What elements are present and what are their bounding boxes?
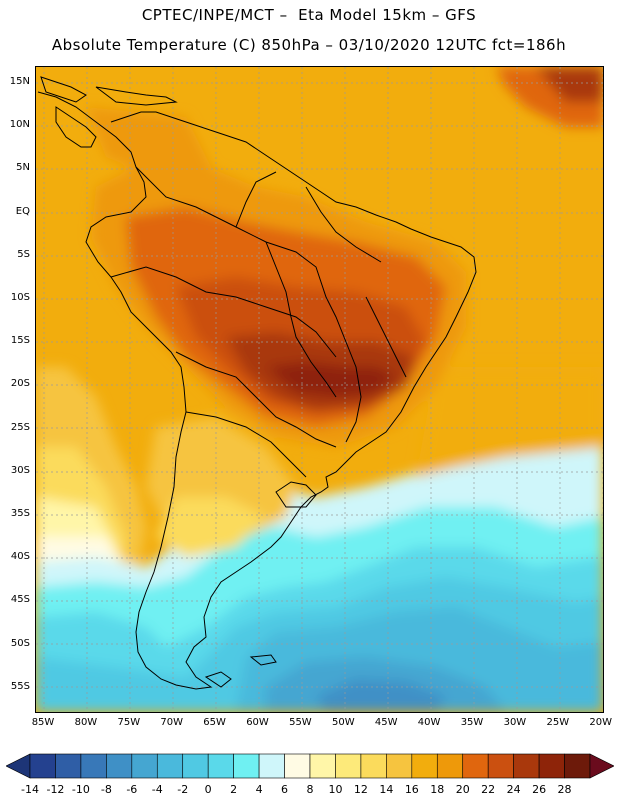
colorbar-tick-label: -10 [71,783,90,796]
colorbar-swatch [207,753,234,779]
lon-label: 70W [160,717,183,728]
colorbar-swatch [386,753,413,779]
lat-label: 35S [10,508,30,519]
colorbar-tick-label: -8 [100,783,112,796]
colorbar-tick-label: 24 [506,783,521,796]
lon-label: 80W [74,717,98,728]
lat-label: 45S [10,594,30,606]
lon-label: 75W [117,717,141,728]
colorbar-swatch [284,753,311,779]
colorbar-tick-label: -14 [21,783,39,796]
colorbar-tick-label: 22 [481,783,496,796]
colorbar-swatch [360,753,387,779]
lon-label: 50W [331,717,355,728]
lon-label: 60W [246,717,269,728]
colorbar-arrow-low [6,753,31,779]
colorbar-swatch [436,753,464,779]
colorbar-swatch [182,753,209,779]
colorbar-tick-label: 18 [430,783,445,796]
colorbar-swatch [513,753,540,779]
colorbar-tick-label: -2 [177,783,189,796]
colorbar-swatch [462,753,489,779]
lat-label: 30S [10,464,30,476]
coastlines [37,76,477,690]
lat-label: 25S [10,421,30,433]
colorbar-tick-label: 14 [379,783,394,796]
lat-label: EQ [15,205,30,217]
lat-label: 5N [16,162,30,174]
colorbar-swatch [55,753,82,779]
lat-label: 20S [10,378,30,390]
colorbar-swatch [106,753,133,779]
colorbar-tick-label: 8 [306,783,314,796]
colorbar-swatch [411,753,438,779]
colorbar-tick-label: 4 [255,783,263,796]
colorbar-swatch [564,753,591,779]
colorbar-tick-label: 20 [455,783,470,796]
colorbar-tick-label: 2 [230,783,238,796]
colorbar-tick-label: 0 [204,783,212,796]
lon-label: 40W [417,717,441,728]
colorbar-tick-label: 16 [404,783,419,796]
colorbar-swatch [80,753,107,779]
temperature-map [35,66,604,713]
colorbar-swatch [258,753,285,779]
lat-label: 15N [9,76,30,87]
colorbar-swatch [309,753,336,779]
colorbar-swatch [538,753,565,779]
lon-label: 65W [203,717,226,728]
colorbar [6,753,614,779]
lon-label: 35W [460,717,484,728]
lat-label: 50S [10,637,30,649]
colorbar-swatch [335,753,362,779]
map-canvas [36,67,603,712]
lon-label: 25W [546,717,570,728]
colorbar-swatch [29,753,56,779]
lon-label: 55W [289,717,312,728]
lon-label: 20W [589,717,612,728]
colorbar-swatch [131,753,158,779]
lon-label: 30W [503,717,527,728]
lat-label: 10N [9,119,30,131]
chart-title: CPTEC/INPE/MCT – Eta Model 15km – GFS [141,6,477,24]
colorbar-tick-label: 12 [353,783,368,796]
lat-label: 55S [10,680,30,692]
colorbar-tick-label: 10 [328,783,343,796]
chart-subtitle: Absolute Temperature (C) 850hPa – 03/10/… [51,36,567,54]
lon-label: 45W [374,717,398,728]
colorbar-arrow-high [589,753,614,779]
lat-label: 40S [10,551,30,563]
colorbar-tick-label: 26 [532,783,547,796]
lon-label: 85W [31,717,55,728]
colorbar-tick-label: 28 [557,783,572,796]
colorbar-tick-label: 6 [281,783,289,796]
colorbar-swatch [156,753,184,779]
lat-label: 5S [17,248,30,260]
colorbar-tick-label: -4 [151,783,163,796]
colorbar-swatch [487,753,514,779]
colorbar-tick-label: -6 [126,783,138,796]
colorbar-tick-label: -12 [46,783,65,796]
lat-label: 10S [10,292,30,303]
colorbar-swatch [233,753,260,779]
lat-label: 15S [10,335,30,347]
